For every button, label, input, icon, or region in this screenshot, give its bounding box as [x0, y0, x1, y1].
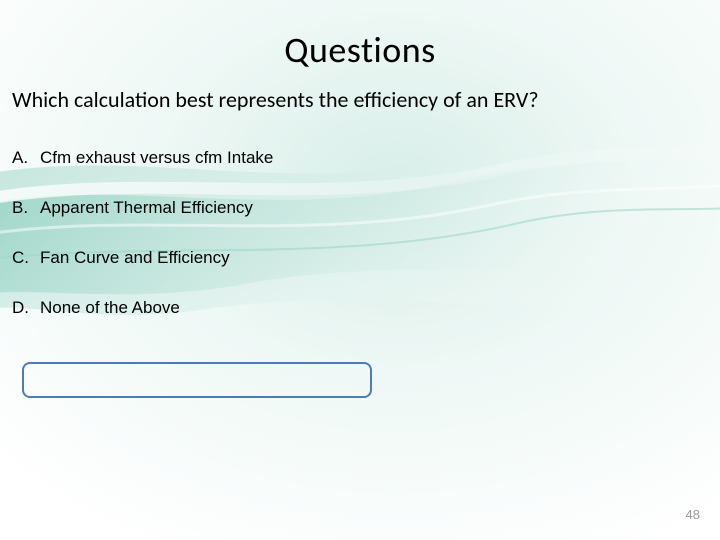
- option-b: B. Apparent Thermal Efficiency: [12, 198, 708, 218]
- option-text: Apparent Thermal Efficiency: [40, 198, 253, 218]
- option-letter: B.: [12, 198, 40, 218]
- question-text: Which calculation best represents the ef…: [0, 72, 720, 114]
- answer-highlight: [22, 362, 372, 398]
- option-a: A. Cfm exhaust versus cfm Intake: [12, 148, 708, 168]
- slide-title: Questions: [0, 0, 720, 72]
- option-letter: C.: [12, 248, 40, 268]
- options-list: A. Cfm exhaust versus cfm Intake B. Appa…: [0, 114, 720, 318]
- option-text: Cfm exhaust versus cfm Intake: [40, 148, 273, 168]
- option-d: D. None of the Above: [12, 298, 708, 318]
- option-c: C. Fan Curve and Efficiency: [12, 248, 708, 268]
- option-text: None of the Above: [40, 298, 180, 318]
- option-letter: A.: [12, 148, 40, 168]
- option-text: Fan Curve and Efficiency: [40, 248, 230, 268]
- option-letter: D.: [12, 298, 40, 318]
- page-number: 48: [686, 507, 700, 522]
